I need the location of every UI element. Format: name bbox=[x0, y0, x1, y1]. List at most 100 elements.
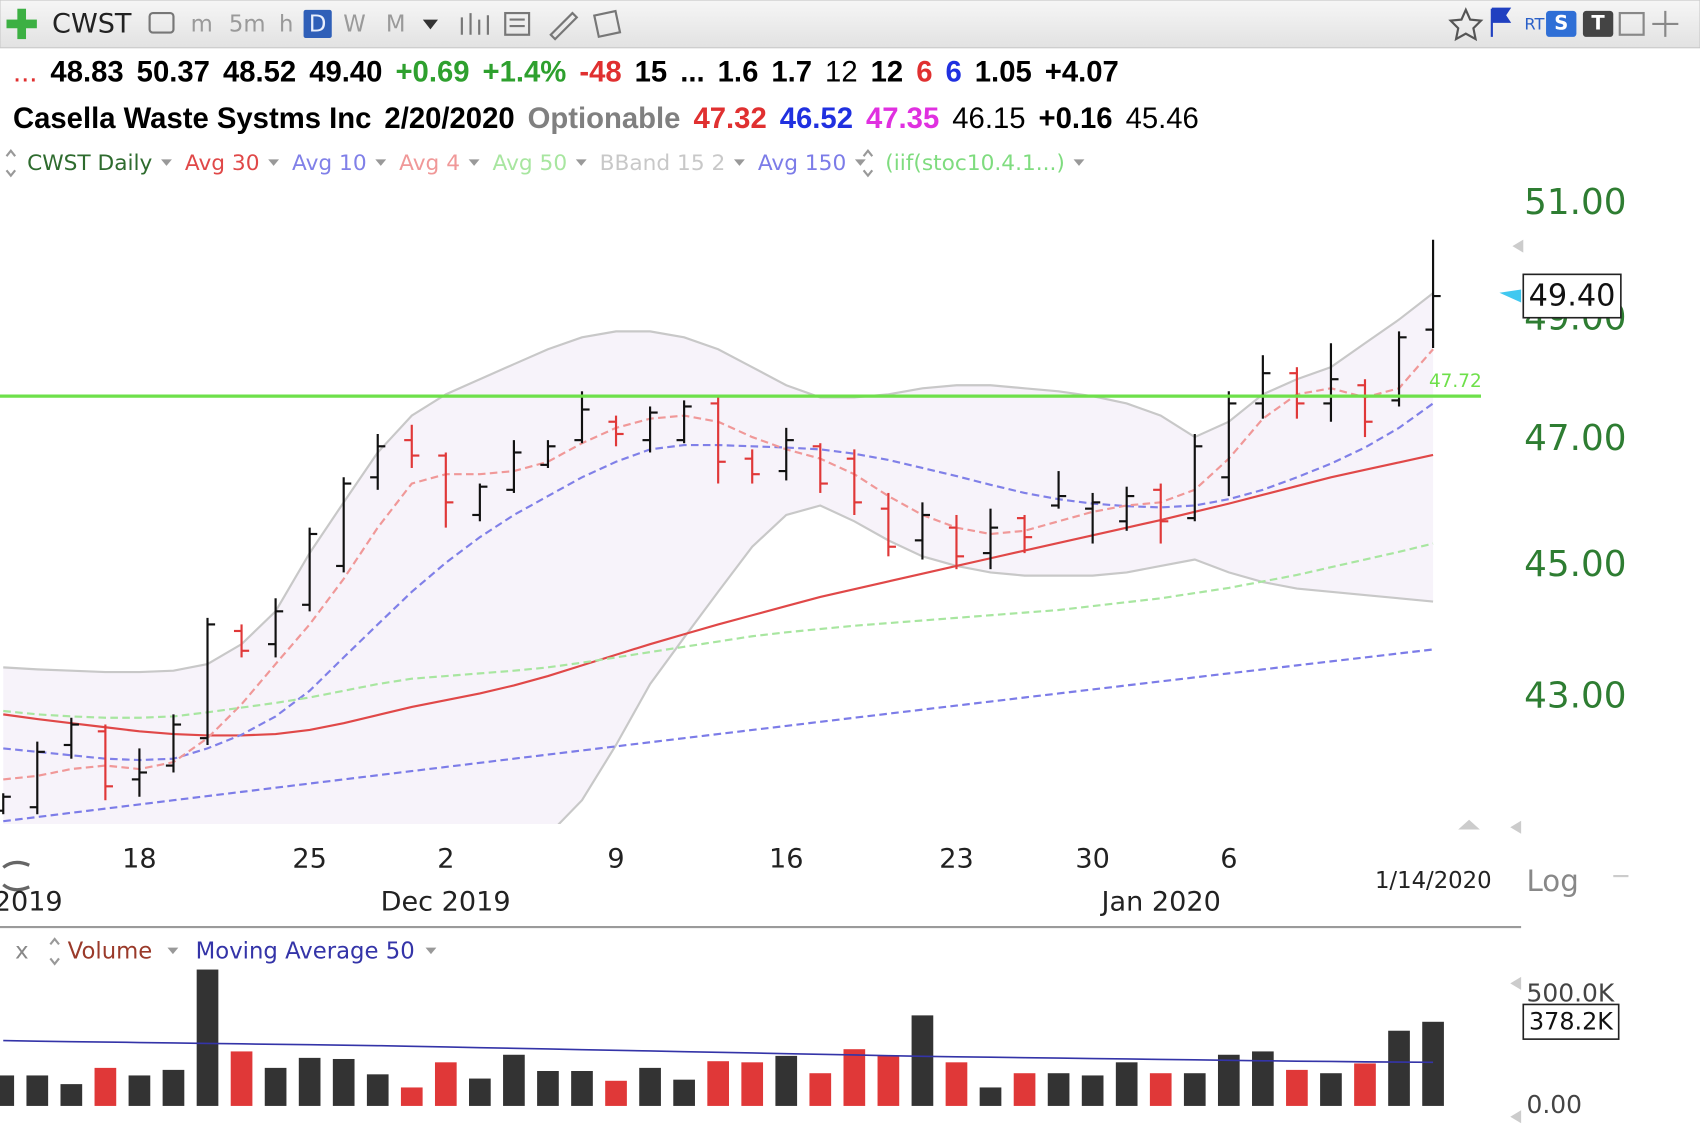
volume-bar bbox=[94, 1067, 117, 1106]
price-plot bbox=[0, 239, 1441, 825]
x-tick-label: 6 bbox=[1220, 843, 1237, 874]
scroll-marker bbox=[1510, 820, 1522, 834]
toolbar-icons[interactable] bbox=[148, 9, 622, 41]
quote-field: +4.07 bbox=[1045, 57, 1119, 89]
x-tick-label: 2 bbox=[437, 843, 454, 874]
quote-field: Optionable bbox=[528, 103, 681, 135]
volume-bar bbox=[1422, 1021, 1444, 1106]
legend-entry[interactable]: Avg 50 bbox=[493, 151, 568, 176]
volume-bar bbox=[1286, 1069, 1308, 1106]
quote-field: 46.52 bbox=[780, 103, 853, 135]
legend-entry[interactable]: BBand 15 2 bbox=[600, 151, 726, 176]
x-tick-label: 30 bbox=[1075, 843, 1109, 874]
y-tick-label: 500.0K bbox=[1527, 979, 1615, 1008]
series-title[interactable]: CWST Daily bbox=[27, 151, 152, 176]
close-button[interactable]: x bbox=[15, 938, 28, 964]
timeframe-active bbox=[303, 9, 332, 39]
last-price-box bbox=[1522, 273, 1622, 319]
y-tick-label: 43.00 bbox=[1524, 675, 1626, 716]
x-tick-label: 9 bbox=[607, 843, 624, 874]
legend-entry[interactable]: Avg 10 bbox=[292, 151, 367, 176]
last-volume: 378.2K bbox=[1529, 1007, 1614, 1035]
volume-bar bbox=[537, 1070, 559, 1106]
legend-entry[interactable]: Avg 4 bbox=[399, 151, 460, 176]
scroll-marker bbox=[1512, 239, 1524, 253]
x-tick-label: 16 bbox=[769, 843, 803, 874]
quote-field: +0.16 bbox=[1039, 103, 1113, 135]
volume-bar bbox=[128, 1075, 151, 1106]
y-tick-label: 51.00 bbox=[1524, 182, 1626, 223]
quote-field: 47.32 bbox=[693, 103, 766, 135]
timeframe[interactable]: M bbox=[386, 11, 406, 37]
scroll-marker bbox=[1510, 1110, 1522, 1124]
legend-entry[interactable]: Avg 30 bbox=[185, 151, 260, 176]
legend-entry[interactable]: Avg 150 bbox=[758, 151, 846, 176]
volume-bar bbox=[264, 1067, 287, 1106]
volume-bar bbox=[26, 1075, 49, 1106]
add-icon[interactable] bbox=[6, 8, 37, 40]
volume-bar bbox=[639, 1067, 661, 1106]
scroll-marker bbox=[1510, 976, 1522, 990]
timeframe[interactable]: h bbox=[279, 11, 293, 37]
rt-flag[interactable]: RT bbox=[1524, 14, 1544, 33]
volume-bar bbox=[1081, 1075, 1104, 1106]
svg-text:T: T bbox=[1591, 11, 1605, 34]
quote-field: 48.52 bbox=[223, 57, 296, 89]
svg-text:S: S bbox=[1554, 11, 1568, 34]
volume-bar bbox=[196, 969, 219, 1106]
month-label: Jan 2020 bbox=[1099, 887, 1220, 918]
quote-field: 1.05 bbox=[975, 57, 1032, 89]
timeframe[interactable]: D bbox=[309, 11, 327, 37]
legend-entry[interactable]: (iif(stoc10.4.1...) bbox=[885, 151, 1065, 176]
timeframe[interactable]: m bbox=[191, 11, 213, 37]
quote-field: -48 bbox=[579, 57, 621, 89]
move-handle bbox=[862, 149, 874, 178]
timeframe[interactable]: W bbox=[343, 11, 365, 37]
top-right-icons[interactable]: S T bbox=[1448, 7, 1679, 42]
quote-field: 45.46 bbox=[1126, 103, 1199, 135]
level-label: 47.72 bbox=[1429, 371, 1482, 392]
volume-bar bbox=[741, 1062, 764, 1106]
band-fill bbox=[3, 293, 1434, 825]
volume-bar bbox=[332, 1058, 355, 1106]
legend-entry[interactable]: Volume bbox=[68, 938, 153, 964]
volume-bar bbox=[162, 1069, 185, 1106]
volume-bar bbox=[571, 1070, 593, 1106]
quote-field: Casella Waste Systms Inc bbox=[13, 103, 371, 135]
scale-toggle[interactable]: Log bbox=[1527, 864, 1579, 898]
volume-bar bbox=[298, 1057, 321, 1106]
volume-bar bbox=[366, 1074, 389, 1106]
quote-field: +1.4% bbox=[483, 57, 567, 89]
quote-field: 2/20/2020 bbox=[384, 103, 514, 135]
quote-field: 1.7 bbox=[771, 57, 812, 89]
volume-bar bbox=[775, 1055, 798, 1106]
dropdown-arrow bbox=[161, 159, 172, 166]
quote-field: 49.40 bbox=[309, 57, 382, 89]
volume-bar bbox=[911, 1015, 934, 1106]
sync-icon[interactable] bbox=[2, 860, 30, 892]
volume-bar bbox=[1183, 1073, 1206, 1106]
volume-bar bbox=[230, 1051, 253, 1106]
move-handle bbox=[5, 149, 17, 178]
volume-bar bbox=[1047, 1073, 1070, 1106]
quote-field: 1.6 bbox=[718, 57, 759, 89]
date-label: 1/14/2020 bbox=[1375, 868, 1492, 894]
volume-bar bbox=[1115, 1062, 1138, 1106]
quote-field: 12 bbox=[825, 57, 858, 89]
quote-field: 47.35 bbox=[866, 103, 939, 135]
last-volume-box bbox=[1522, 1003, 1620, 1040]
toolbar bbox=[0, 0, 1700, 49]
legend-entry[interactable]: Moving Average 50 bbox=[196, 938, 415, 964]
month-label: 2019 bbox=[0, 887, 63, 918]
dropdown-arrow[interactable] bbox=[422, 19, 439, 30]
timeframe[interactable]: 5m bbox=[229, 11, 266, 37]
quote-field: 50.37 bbox=[137, 57, 210, 89]
quote-field: 6 bbox=[945, 57, 961, 89]
quote-field: 48.83 bbox=[50, 57, 123, 89]
volume-plot bbox=[0, 969, 1444, 1106]
quote-field: +0.69 bbox=[395, 57, 469, 89]
symbol[interactable]: CWST bbox=[52, 8, 132, 39]
volume-bar bbox=[1320, 1073, 1342, 1106]
dropdown-arrow bbox=[425, 947, 437, 955]
